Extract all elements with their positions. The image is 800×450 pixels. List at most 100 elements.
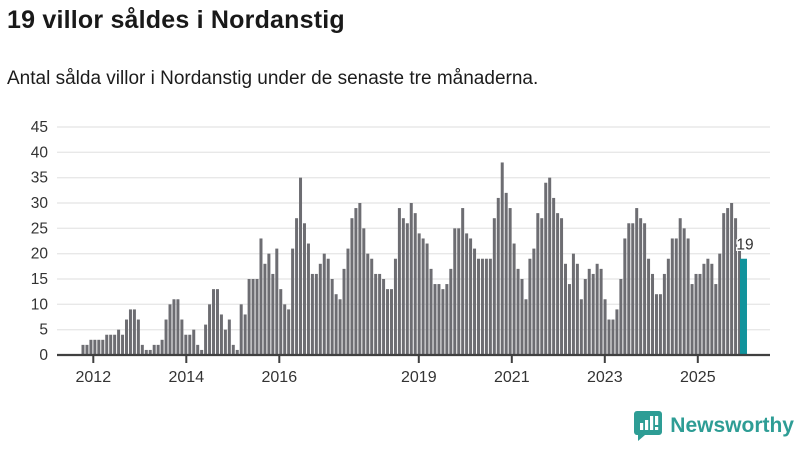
bar [611,319,615,355]
bar [449,268,453,355]
bar [631,223,635,355]
bar [429,268,433,355]
bar [374,273,378,355]
bar [698,273,702,355]
bar [370,258,374,355]
y-tick-label: 25 [31,220,48,237]
bar [627,223,631,355]
bar [235,349,239,355]
icon-bar-3 [650,416,654,430]
bar [469,238,473,355]
bar [651,273,655,355]
bar [310,273,314,355]
bar [334,294,338,355]
bar [350,218,354,355]
bar [208,304,212,355]
bar [263,263,267,355]
bar [465,233,469,355]
bar [437,284,441,355]
x-tick-label: 2023 [587,369,623,386]
bar [567,284,571,355]
bar [215,289,219,355]
bar [702,263,706,355]
bar [500,162,504,355]
x-tick-label: 2019 [401,369,437,386]
icon-bar-1 [640,423,644,430]
bar [184,334,188,355]
bar [117,329,121,355]
bar [255,279,259,355]
bar [152,344,156,355]
bar [188,334,192,355]
bar [583,279,587,355]
bar [156,344,160,355]
y-tick-label: 20 [31,246,49,263]
bar [314,273,318,355]
y-tick-label: 40 [31,144,49,161]
bar [389,289,393,355]
bar [176,299,180,355]
bar [512,243,516,355]
bar [544,182,548,355]
bar [571,253,575,355]
bar [302,223,306,355]
bar [639,218,643,355]
bar [532,248,536,355]
bar [267,253,271,355]
bar [564,263,568,355]
bar [247,279,251,355]
icon-exclamation-dot [655,427,659,430]
bar [275,248,279,355]
y-tick-label: 0 [39,347,48,364]
bar [445,284,449,355]
x-tick-label: 2016 [262,369,298,386]
bar [734,218,738,355]
bar [172,299,176,355]
bar [461,208,465,355]
bar [227,319,231,355]
bar [405,223,409,355]
bar [330,279,334,355]
bar [623,238,627,355]
icon-exclamation-bar [655,416,659,425]
bar [473,248,477,355]
bar [299,177,303,355]
bar [291,248,295,355]
y-tick-label: 15 [31,271,48,288]
x-tick-label: 2014 [169,369,205,386]
bar [560,218,564,355]
bar [595,263,599,355]
bar [81,344,85,355]
bar [338,299,342,355]
bar [738,248,742,355]
bar [528,258,532,355]
bar [346,248,350,355]
bar [726,208,730,355]
bar [168,304,172,355]
bar [121,334,125,355]
bar [113,334,117,355]
brand-footer[interactable]: Newsworthy [633,410,794,442]
bar [508,208,512,355]
bar [148,349,152,355]
newsworthy-logo-icon [634,411,663,441]
bar [144,349,148,355]
bar [89,339,93,355]
bar [579,299,583,355]
bar [694,273,698,355]
brand-name: Newsworthy [670,414,794,437]
bar [678,218,682,355]
bar [658,294,662,355]
bar [647,258,651,355]
bar [397,208,401,355]
y-tick-label: 30 [31,195,49,212]
bar [607,319,611,355]
bar [643,223,647,355]
bar [362,228,366,355]
bar [516,268,520,355]
bar [295,218,299,355]
bar [718,253,722,355]
highlighted-bar [739,258,747,355]
bar [520,279,524,355]
bar [457,228,461,355]
